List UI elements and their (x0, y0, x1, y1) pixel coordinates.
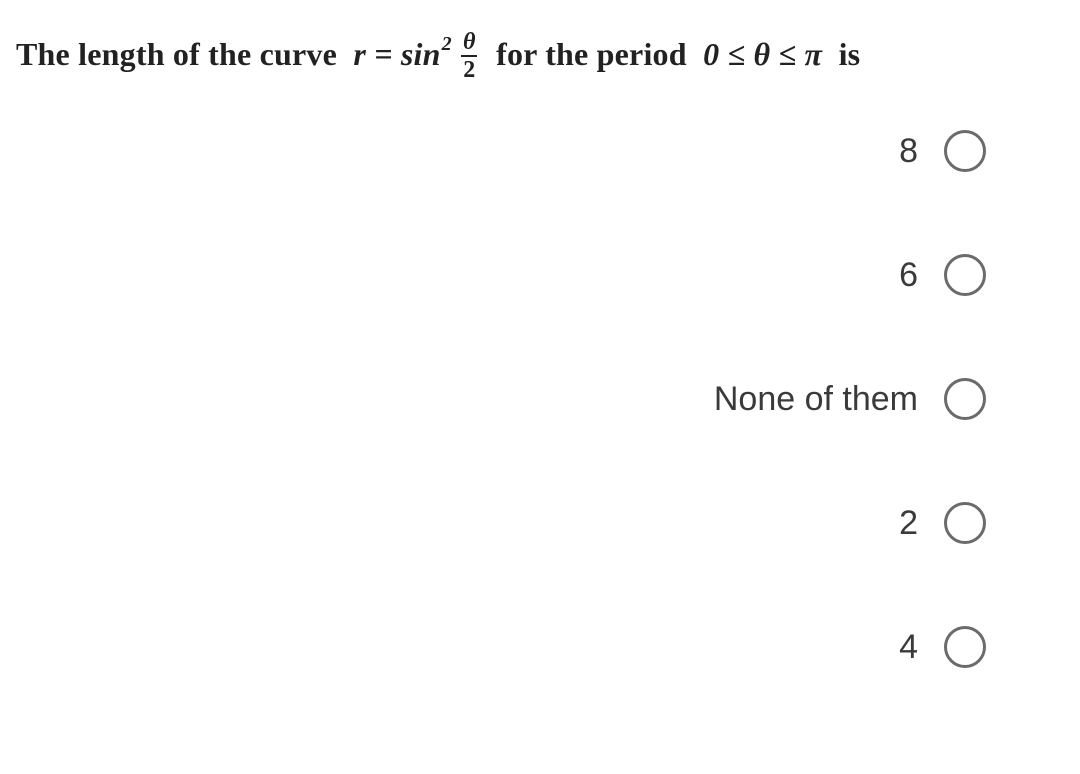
question-range: 0 ≤ θ ≤ π (703, 35, 822, 73)
question-fraction: θ 2 (461, 30, 478, 82)
question-text: The length of the curve r = sin 2 θ 2 fo… (16, 28, 1050, 80)
radio-icon[interactable] (944, 130, 986, 172)
option-row[interactable]: 2 (714, 502, 986, 544)
option-label: None of them (714, 380, 918, 419)
question-exponent: 2 (442, 32, 452, 56)
option-label: 4 (899, 628, 918, 667)
option-row[interactable]: 6 (714, 254, 986, 296)
fraction-denominator: 2 (461, 55, 477, 82)
radio-icon[interactable] (944, 626, 986, 668)
option-row[interactable]: 8 (714, 130, 986, 172)
question-mid: for the period (480, 35, 703, 73)
question-suffix: is (822, 35, 860, 73)
question-equation: r = sin (353, 35, 440, 73)
radio-icon[interactable] (944, 502, 986, 544)
option-label: 2 (899, 504, 918, 543)
option-row[interactable]: 4 (714, 626, 986, 668)
fraction-numerator: θ (461, 30, 478, 55)
quiz-page: The length of the curve r = sin 2 θ 2 fo… (0, 0, 1080, 774)
option-row[interactable]: None of them (714, 378, 986, 420)
option-label: 6 (899, 256, 918, 295)
answer-options: 8 6 None of them 2 4 (714, 130, 986, 668)
spacer (453, 35, 461, 73)
radio-icon[interactable] (944, 254, 986, 296)
option-label: 8 (899, 132, 918, 171)
radio-icon[interactable] (944, 378, 986, 420)
question-prefix: The length of the curve (16, 35, 353, 73)
